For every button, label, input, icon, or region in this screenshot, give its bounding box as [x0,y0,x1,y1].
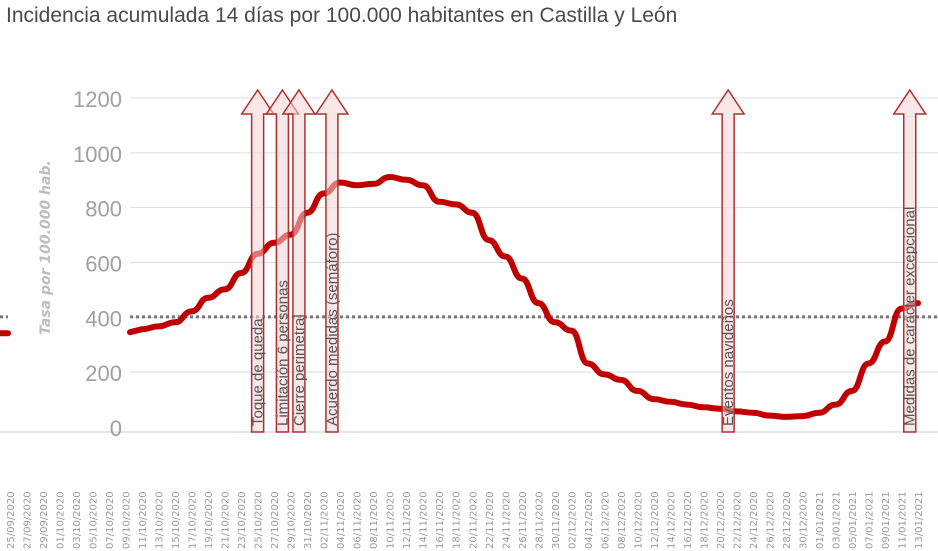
event-label: Limitación 6 personas [274,280,291,426]
event-label: Cierre perimetral [291,314,308,426]
event-arrow: Toque de queda [240,88,276,433]
x-tick-label: 31/10/2020 [303,491,314,549]
x-tick-label: 19/10/2020 [204,491,215,549]
event-arrow-shape [281,88,317,433]
y-tick-label: 400 [85,306,122,331]
x-tick-label: 07/10/2020 [105,491,116,549]
x-tick-label: 26/11/2020 [518,491,529,549]
x-tick-label: 02/12/2020 [567,491,578,549]
x-tick-label: 25/09/2020 [6,491,17,549]
x-tick-label: 09/10/2020 [122,491,133,549]
x-tick-label: 12/12/2020 [650,491,661,549]
event-arrow-shape [314,88,350,433]
y-tick-label: 1000 [73,142,122,167]
x-tick-label: 24/11/2020 [501,491,512,549]
event-arrow-shape [240,88,276,433]
x-tick-label: 21/10/2020 [221,491,232,549]
x-tick-label: 27/10/2020 [270,491,281,549]
y-axis-label: Tasa por 100.000 hab. [38,160,54,335]
y-tick-label: 200 [85,361,122,386]
x-tick-label: 13/01/2021 [914,491,925,549]
x-tick-label: 03/10/2020 [72,491,83,549]
x-tick-label: 06/12/2020 [600,491,611,549]
x-tick-label: 10/12/2020 [633,491,644,549]
y-axis-ticks: 0 200 400 600 800 1000 1200 [73,87,122,441]
series-line [0,174,921,420]
event-arrow-shape [892,88,928,433]
x-axis-ticks: 25/09/2020 27/09/2020 29/09/2020 01/10/2020… [6,491,925,549]
y-tick-label: 800 [85,197,122,222]
x-tick-label: 04/11/2020 [336,491,347,549]
x-tick-label: 14/12/2020 [666,491,677,549]
x-tick-label: 04/12/2020 [584,491,595,549]
event-arrow: Acuerdo medidas (semáforo) [314,88,350,433]
x-tick-label: 02/11/2020 [320,491,331,549]
x-tick-label: 22/11/2020 [485,491,496,549]
x-tick-label: 07/01/2021 [864,491,875,549]
event-arrow: Eventos navideños [710,88,746,433]
x-tick-label: 30/12/2020 [798,491,809,549]
x-tick-label: 12/11/2020 [402,491,413,549]
x-tick-label: 14/11/2020 [419,491,430,549]
incidence-series-line [127,174,921,420]
x-tick-label: 28/12/2020 [782,491,793,549]
event-label: Acuerdo medidas (semáforo) [324,233,341,426]
x-tick-label: 17/10/2020 [188,491,199,549]
y-tick-label: 1200 [73,87,122,112]
chart-title: Incidencia acumulada 14 días por 100.000… [6,4,678,27]
x-tick-label: 22/12/2020 [732,491,743,549]
x-tick-label: 18/12/2020 [699,491,710,549]
x-tick-label: 28/11/2020 [534,491,545,549]
x-tick-label: 27/09/2020 [23,491,34,549]
event-label: Eventos navideños [720,299,737,426]
x-tick-label: 05/10/2020 [89,491,100,549]
x-tick-label: 26/12/2020 [765,491,776,549]
x-tick-label: 15/10/2020 [171,491,182,549]
x-tick-label: 06/11/2020 [353,491,364,549]
event-arrows: Toque de queda Limitación 6 personas Cierr… [240,88,928,433]
x-tick-label: 25/10/2020 [254,491,265,549]
x-tick-label: 01/10/2020 [56,491,67,549]
event-arrow: Medidas de carácter excepcional [892,88,928,433]
event-label: Toque de queda [250,318,267,426]
x-tick-label: 30/11/2020 [551,491,562,549]
x-tick-label: 29/09/2020 [39,491,50,549]
x-tick-label: 11/10/2020 [138,491,149,549]
x-tick-label: 08/12/2020 [617,491,628,549]
x-tick-label: 10/11/2020 [386,491,397,549]
x-tick-label: 13/10/2020 [155,491,166,549]
x-tick-label: 20/12/2020 [716,491,727,549]
x-tick-label: 08/11/2020 [369,491,380,549]
y-tick-label: 0 [110,416,122,441]
x-tick-label: 09/01/2021 [881,491,892,549]
x-tick-label: 05/01/2021 [848,491,859,549]
x-tick-label: 01/01/2021 [815,491,826,549]
gridlines [0,97,938,433]
x-tick-label: 03/01/2021 [831,491,842,549]
x-tick-label: 29/10/2020 [287,491,298,549]
event-arrow: Cierre perimetral [281,88,317,433]
y-tick-label: 600 [85,252,122,277]
x-tick-label: 16/11/2020 [435,491,446,549]
x-tick-label: 23/10/2020 [237,491,248,549]
x-tick-label: 11/01/2021 [897,491,908,549]
x-tick-label: 18/11/2020 [452,491,463,549]
x-tick-label: 24/12/2020 [749,491,760,549]
x-tick-label: 20/11/2020 [468,491,479,549]
event-label: Medidas de carácter excepcional [902,207,919,426]
x-tick-label: 16/12/2020 [683,491,694,549]
event-arrow-shape [710,88,746,433]
